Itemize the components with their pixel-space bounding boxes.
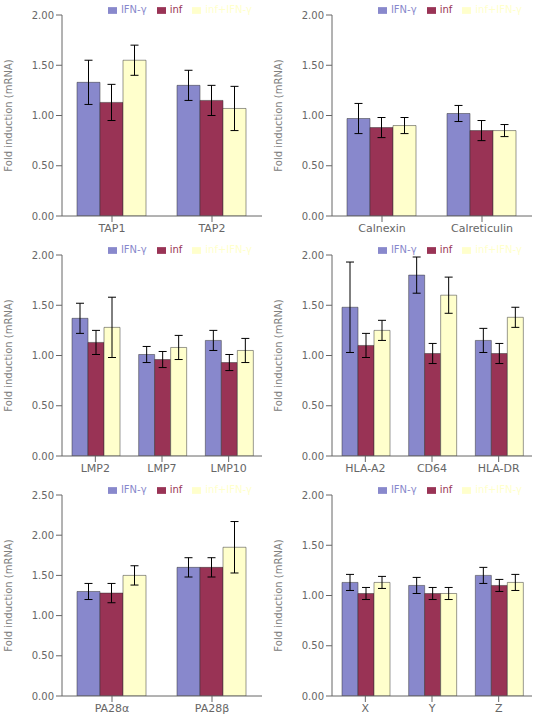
html-text:inf: inf <box>439 4 453 15</box>
svg-text:0.50: 0.50 <box>302 160 324 171</box>
html-text:inf+IFN-γ: inf+IFN-γ <box>205 484 252 495</box>
svg-text:Calreticulin: Calreticulin <box>451 222 513 235</box>
svg-text:PA28β: PA28β <box>195 702 229 715</box>
svg-text:2.00: 2.00 <box>302 250 324 261</box>
svg-text:0.00: 0.00 <box>302 691 324 702</box>
svg-text:1.00: 1.00 <box>302 590 324 601</box>
svg-text:2.00: 2.00 <box>32 10 54 21</box>
svg-text:PA28α: PA28α <box>95 702 130 715</box>
html-text:inf: inf <box>169 484 183 495</box>
svg-text:1.00: 1.00 <box>32 610 54 621</box>
svg-text:0.50: 0.50 <box>302 640 324 651</box>
html-text:IFN-γ: IFN-γ <box>120 4 147 15</box>
svg-text:1.00: 1.00 <box>302 110 324 121</box>
svg-text:Fold induction (mRNA): Fold induction (mRNA) <box>8 299 14 411</box>
svg-text:LMP10: LMP10 <box>211 462 247 475</box>
svg-text:1.50: 1.50 <box>32 570 54 581</box>
html-text:IFN-γ: IFN-γ <box>390 4 417 15</box>
html-text:inf: inf <box>169 4 183 15</box>
svg-text:0.50: 0.50 <box>302 400 324 411</box>
svg-text:Fold induction (mRNA): Fold induction (mRNA) <box>273 59 284 171</box>
svg-text:1.50: 1.50 <box>302 540 324 551</box>
html-text:inf+IFN-γ: inf+IFN-γ <box>475 4 522 15</box>
html-text:inf: inf <box>439 484 453 495</box>
svg-text:Z: Z <box>495 702 503 715</box>
html-text:inf+IFN-γ: inf+IFN-γ <box>205 244 252 255</box>
svg-text:1.50: 1.50 <box>302 60 324 71</box>
svg-text:2.00: 2.00 <box>32 250 54 261</box>
svg-text:1.00: 1.00 <box>302 350 324 361</box>
svg-text:Y: Y <box>428 702 436 715</box>
svg-text:Fold induction (mRNA): Fold induction (mRNA) <box>273 299 284 411</box>
svg-text:1.00: 1.00 <box>32 350 54 361</box>
html-text:IFN-γ: IFN-γ <box>390 484 417 495</box>
svg-text:0.00: 0.00 <box>32 451 54 462</box>
html-text:IFN-γ: IFN-γ <box>120 484 147 495</box>
svg-text:0.00: 0.00 <box>32 211 54 222</box>
svg-text:Calnexin: Calnexin <box>358 222 406 235</box>
svg-text:CD64: CD64 <box>417 462 447 475</box>
svg-text:0.50: 0.50 <box>32 400 54 411</box>
html-text:inf+IFN-γ: inf+IFN-γ <box>205 4 252 15</box>
html-text:inf+IFN-γ: inf+IFN-γ <box>475 484 522 495</box>
svg-text:2.50: 2.50 <box>32 490 54 501</box>
svg-text:2.00: 2.00 <box>302 10 324 21</box>
svg-text:X: X <box>362 702 370 715</box>
svg-text:2.00: 2.00 <box>32 530 54 541</box>
svg-text:LMP7: LMP7 <box>147 462 176 475</box>
html-text:IFN-γ: IFN-γ <box>120 244 147 255</box>
svg-text:HLA-A2: HLA-A2 <box>345 462 385 475</box>
svg-text:Fold induction (mRNA): Fold induction (mRNA) <box>273 539 284 651</box>
html-text:IFN-γ: IFN-γ <box>390 244 417 255</box>
svg-text:1.50: 1.50 <box>302 300 324 311</box>
svg-text:Fold induction (mRNA): Fold induction (mRNA) <box>8 59 14 171</box>
svg-text:0.00: 0.00 <box>302 211 324 222</box>
svg-text:2.00: 2.00 <box>302 490 324 501</box>
svg-text:1.50: 1.50 <box>32 60 54 71</box>
svg-text:LMP2: LMP2 <box>81 462 110 475</box>
html-text:inf+IFN-γ: inf+IFN-γ <box>475 244 522 255</box>
svg-text:1.00: 1.00 <box>32 110 54 121</box>
svg-text:Fold induction (mRNA): Fold induction (mRNA) <box>8 539 14 651</box>
html-text:inf: inf <box>169 244 183 255</box>
svg-text:HLA-DR: HLA-DR <box>478 462 520 475</box>
svg-text:TAP1: TAP1 <box>97 222 125 235</box>
svg-text:0.00: 0.00 <box>32 691 54 702</box>
svg-text:0.00: 0.00 <box>302 451 324 462</box>
svg-text:TAP2: TAP2 <box>197 222 225 235</box>
svg-text:0.50: 0.50 <box>32 650 54 661</box>
html-text:inf: inf <box>439 244 453 255</box>
svg-text:0.50: 0.50 <box>32 160 54 171</box>
svg-text:1.50: 1.50 <box>32 300 54 311</box>
